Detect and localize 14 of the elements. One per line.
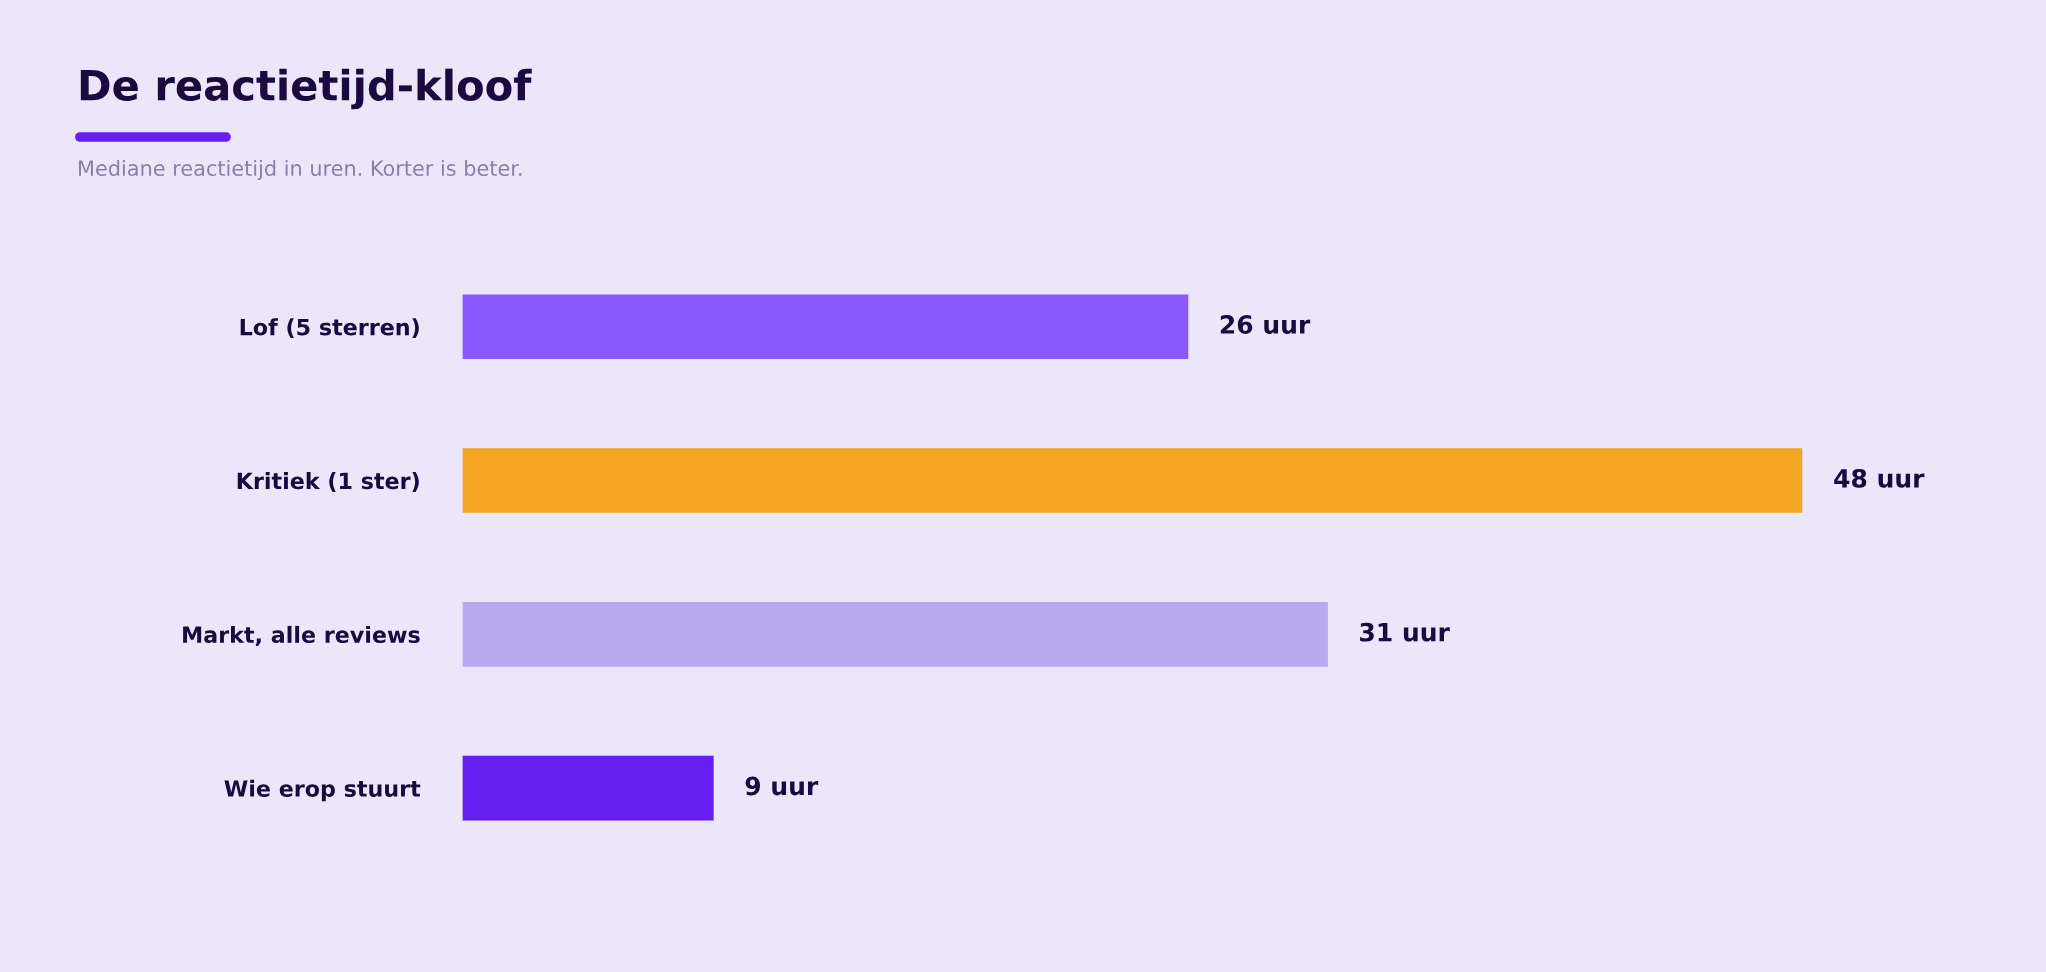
data-label: 9 uur	[745, 776, 819, 796]
bar	[462, 755, 714, 821]
data-label: 31 uur	[1360, 622, 1450, 642]
data-label: 48 uur	[1834, 468, 1925, 488]
bar	[462, 448, 1803, 513]
bar	[462, 294, 1189, 360]
data-label: 26 uur	[1220, 315, 1311, 334]
chart-title: De reactietijd-kloof	[80, 68, 532, 110]
chart-subtitle: Mediane reactietijd in uren. Korter is beter.	[79, 159, 522, 181]
bar	[462, 602, 1328, 667]
y-tick-label: Kritiek (1 ster)	[237, 472, 419, 492]
y-tick-label: Lof (5 sterren)	[240, 318, 419, 339]
y-tick-label: Markt, alle reviews	[183, 625, 420, 646]
y-tick-label: Wie erop stuurt	[224, 779, 421, 802]
